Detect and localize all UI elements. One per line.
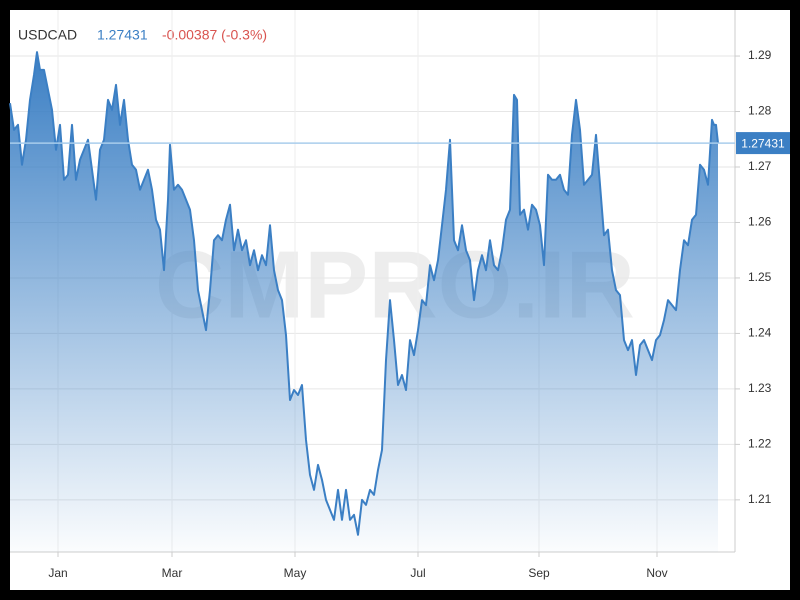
x-tick-label: Nov (646, 566, 667, 580)
y-tick-label: 1.27 (748, 159, 772, 173)
y-tick-label: 1.28 (748, 104, 772, 118)
y-tick-label: 1.21 (748, 492, 772, 506)
y-tick-label: 1.25 (748, 270, 772, 284)
area (10, 52, 718, 552)
y-tick-label: 1.24 (748, 326, 772, 340)
x-tick-label: Jan (48, 566, 67, 580)
last-value: 1.27431 (97, 27, 148, 43)
y-tick-label: 1.22 (748, 437, 772, 451)
x-tick-label: Mar (162, 566, 183, 580)
last-value-label: 1.27431 (741, 136, 785, 150)
y-tick-label: 1.29 (748, 48, 772, 62)
chart-title: USDCAD (18, 27, 77, 43)
y-tick-label: 1.23 (748, 381, 772, 395)
y-tick-label: 1.26 (748, 215, 772, 229)
x-tick-label: Jul (410, 566, 425, 580)
last-value-box (736, 132, 790, 155)
x-tick-label: May (284, 566, 307, 580)
line (9, 51, 719, 536)
x-tick-label: Sep (528, 566, 550, 580)
change: -0.00387 (-0.3%) (162, 27, 267, 43)
